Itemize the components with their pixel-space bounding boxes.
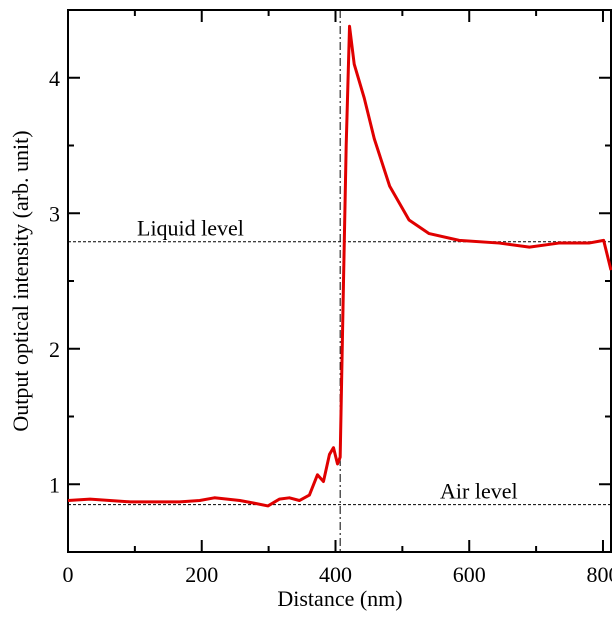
x-tick-label: 0 [63,562,74,587]
x-tick-label: 400 [319,562,352,587]
annotation: Air level [440,479,518,504]
x-tick-label: 800 [586,562,612,587]
annotation: Liquid level [137,216,244,241]
y-tick-label: 4 [49,66,60,91]
y-tick-label: 3 [49,201,60,226]
x-tick-label: 200 [185,562,218,587]
x-axis-label: Distance (nm) [277,586,402,611]
y-tick-label: 2 [49,337,60,362]
data-line [67,24,612,508]
y-tick-label: 1 [49,472,60,497]
x-tick-label: 600 [453,562,486,587]
y-axis-label: Output optical intensity (arb. unit) [8,130,33,431]
plot-frame [67,9,612,553]
